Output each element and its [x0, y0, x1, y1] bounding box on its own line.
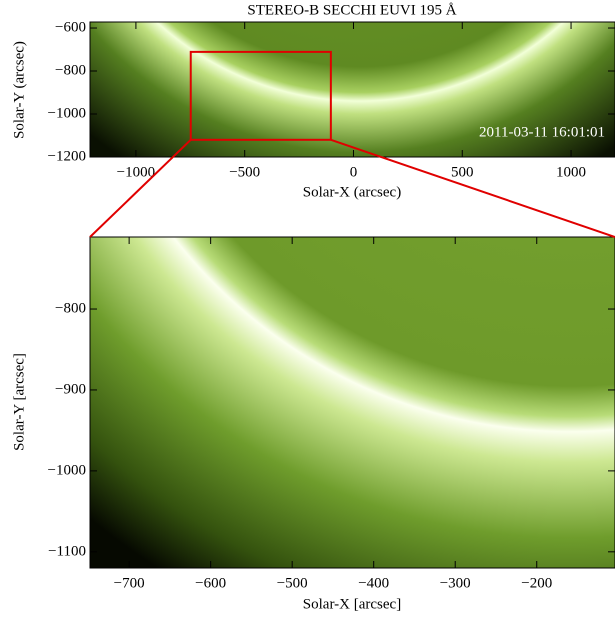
y-tick-label: −1100	[48, 543, 86, 559]
y-tick-label: −900	[55, 381, 86, 397]
x-tick-label: −600	[195, 575, 226, 591]
x-tick-label: 500	[451, 164, 474, 180]
x-axis-label: Solar-X (arcsec)	[303, 184, 401, 200]
x-tick-label: −700	[114, 575, 145, 591]
x-axis-label: Solar-X [arcsec]	[303, 596, 401, 612]
x-tick-label: 1000	[556, 164, 586, 180]
x-tick-label: −1000	[117, 164, 155, 180]
figure: STEREO-B SECCHI EUVI 195 Å 2011-03-11 16…	[0, 0, 615, 617]
timestamp: 2011-03-11 16:01:01	[479, 124, 605, 140]
page: STEREO-B SECCHI EUVI 195 Å 2011-03-11 16…	[0, 0, 615, 617]
zoom-image	[90, 237, 615, 568]
y-tick-label: −1000	[48, 462, 86, 478]
title: STEREO-B SECCHI EUVI 195 Å	[247, 2, 456, 18]
x-tick-label: −500	[277, 575, 308, 591]
y-tick-label: −1200	[48, 148, 86, 164]
y-tick-label: −800	[55, 62, 86, 78]
y-tick-label: −800	[55, 300, 86, 316]
x-tick-label: −300	[440, 575, 471, 591]
x-tick-label: −400	[358, 575, 389, 591]
y-axis-label: Solar-Y [arcsec]	[11, 353, 27, 451]
x-tick-label: −200	[521, 575, 552, 591]
y-tick-label: −1000	[48, 105, 86, 121]
x-tick-label: −500	[229, 164, 260, 180]
y-axis-label: Solar-Y (arcsec)	[11, 41, 27, 139]
y-tick-label: −600	[55, 19, 86, 35]
x-tick-label: 0	[350, 164, 358, 180]
